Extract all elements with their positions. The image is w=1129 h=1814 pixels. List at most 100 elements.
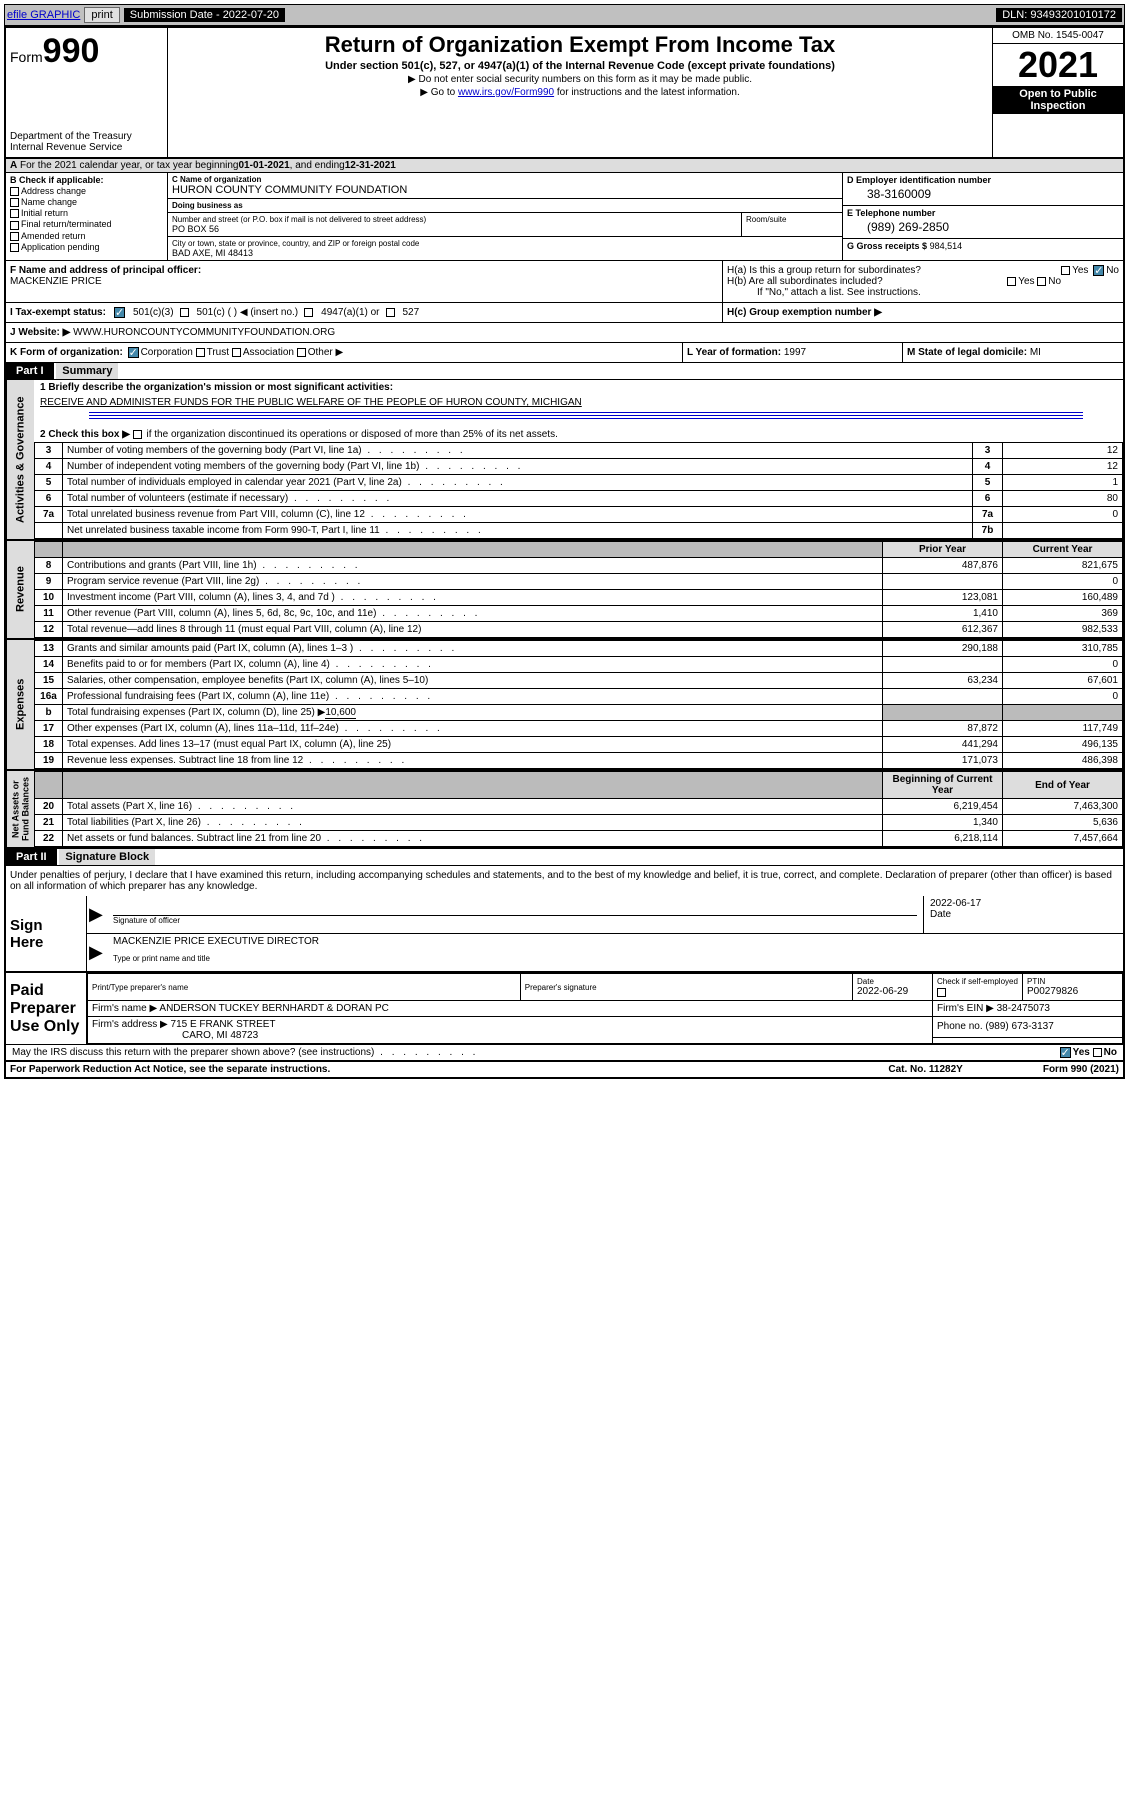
strip-revenue: Revenue bbox=[6, 541, 34, 638]
prep-ptin: P00279826 bbox=[1027, 986, 1078, 997]
sig-date-label: Date bbox=[930, 909, 1117, 920]
chk-discontinued[interactable] bbox=[133, 430, 142, 439]
chk-hb-no[interactable] bbox=[1037, 277, 1046, 286]
irs-link[interactable]: www.irs.gov/Form990 bbox=[458, 87, 554, 98]
chk-may-yes[interactable] bbox=[1060, 1047, 1071, 1058]
rev-hdr-d bbox=[63, 542, 883, 558]
chk-501c[interactable] bbox=[180, 308, 189, 317]
print-button[interactable]: print bbox=[84, 7, 119, 23]
net-n-22: 22 bbox=[35, 831, 63, 847]
form-title: Return of Organization Exempt From Incom… bbox=[172, 32, 988, 58]
row-a-label: A bbox=[10, 160, 17, 171]
may-discuss-text: May the IRS discuss this return with the… bbox=[12, 1047, 478, 1058]
rev-cy-10: 160,489 bbox=[1003, 590, 1123, 606]
prep-date: 2022-06-29 bbox=[857, 986, 908, 997]
gov-v-3: 12 bbox=[1003, 443, 1123, 459]
gov-k-6: 6 bbox=[973, 491, 1003, 507]
officer-name: MACKENZIE PRICE bbox=[10, 276, 102, 287]
gov-k-5: 5 bbox=[973, 475, 1003, 491]
net-d-20: Total assets (Part X, line 16) bbox=[63, 799, 883, 815]
exp-n-17: 17 bbox=[35, 721, 63, 737]
lbl-yes-2: Yes bbox=[1018, 276, 1034, 287]
prep-h2: Preparer's signature bbox=[520, 974, 852, 1001]
exp-d-19: Revenue less expenses. Subtract line 18 … bbox=[63, 753, 883, 769]
exp-d-15: Salaries, other compensation, employee b… bbox=[63, 673, 883, 689]
k-l-m-row: K Form of organization: Corporation Trus… bbox=[6, 343, 1123, 363]
gov-n-4: 4 bbox=[35, 459, 63, 475]
chk-ha-yes[interactable] bbox=[1061, 266, 1070, 275]
net-d-22: Net assets or fund balances. Subtract li… bbox=[63, 831, 883, 847]
dln: DLN: 93493201010172 bbox=[996, 8, 1122, 22]
chk-ha-no[interactable] bbox=[1093, 265, 1104, 276]
prep-h5: PTIN bbox=[1027, 977, 1118, 986]
chk-trust[interactable] bbox=[196, 348, 205, 357]
exp-cy-19: 486,398 bbox=[1003, 753, 1123, 769]
firm-ein-label: Firm's EIN ▶ bbox=[937, 1003, 994, 1014]
chk-may-no[interactable] bbox=[1093, 1048, 1102, 1057]
rev-d-12: Total revenue—add lines 8 through 11 (mu… bbox=[63, 622, 883, 638]
chk-4947[interactable] bbox=[304, 308, 313, 317]
mission-text: RECEIVE AND ADMINISTER FUNDS FOR THE PUB… bbox=[40, 397, 582, 408]
row-a-period: A For the 2021 calendar year, or tax yea… bbox=[6, 159, 1123, 173]
rev-n-10: 10 bbox=[35, 590, 63, 606]
addr-label: Number and street (or P.O. box if mail i… bbox=[172, 215, 737, 224]
website-value: WWW.HURONCOUNTYCOMMUNITYFOUNDATION.ORG bbox=[73, 327, 335, 338]
identity-grid: B Check if applicable: Address change Na… bbox=[6, 173, 1123, 261]
hdr-prior-year: Prior Year bbox=[883, 542, 1003, 558]
chk-other[interactable] bbox=[297, 348, 306, 357]
chk-corp[interactable] bbox=[128, 347, 139, 358]
form-990: Form990 Department of the Treasury Inter… bbox=[4, 26, 1125, 1079]
part-i-header: Part I Summary bbox=[6, 363, 1123, 380]
lbl-4947: 4947(a)(1) or bbox=[321, 307, 379, 318]
chk-address-change[interactable] bbox=[10, 187, 19, 196]
gov-n-3: 3 bbox=[35, 443, 63, 459]
ein-label: D Employer identification number bbox=[847, 175, 1119, 185]
lbl-501c: 501(c) ( ) ◀ (insert no.) bbox=[197, 307, 299, 318]
goto-pre: ▶ Go to bbox=[420, 87, 458, 98]
exp-d-16a: Professional fundraising fees (Part IX, … bbox=[63, 689, 883, 705]
gov-k-3: 3 bbox=[973, 443, 1003, 459]
firm-addr-label: Firm's address ▶ bbox=[92, 1019, 168, 1030]
chk-self-employed[interactable] bbox=[937, 988, 946, 997]
part-ii-title: Signature Block bbox=[59, 849, 155, 865]
exp-py-16b bbox=[883, 705, 1003, 721]
tel-value: (989) 269-2850 bbox=[847, 218, 1119, 236]
firm-ph-label: Phone no. bbox=[937, 1021, 983, 1032]
rev-cy-9: 0 bbox=[1003, 574, 1123, 590]
period-end: 12-31-2021 bbox=[345, 160, 396, 171]
sign-word: Sign bbox=[10, 917, 86, 934]
h-b-label: H(b) Are all subordinates included? bbox=[727, 276, 883, 287]
net-n-21: 21 bbox=[35, 815, 63, 831]
chk-assoc[interactable] bbox=[232, 348, 241, 357]
net-boy-20: 6,219,454 bbox=[883, 799, 1003, 815]
chk-527[interactable] bbox=[386, 308, 395, 317]
sig-date: 2022-06-17 bbox=[930, 898, 1117, 909]
chk-501c3[interactable] bbox=[114, 307, 125, 318]
gov-d-5: Total number of individuals employed in … bbox=[63, 475, 973, 491]
chk-amended-return[interactable] bbox=[10, 232, 19, 241]
gov-v-5: 1 bbox=[1003, 475, 1123, 491]
chk-initial-return[interactable] bbox=[10, 209, 19, 218]
rev-d-8: Contributions and grants (Part VIII, lin… bbox=[63, 558, 883, 574]
exp-cy-14: 0 bbox=[1003, 657, 1123, 673]
lbl-amended-return: Amended return bbox=[21, 231, 86, 241]
lbl-assoc: Association bbox=[243, 347, 294, 358]
form-page: Form 990 (2021) bbox=[1043, 1064, 1119, 1075]
toolbar: efile GRAPHIC print Submission Date - 20… bbox=[4, 4, 1125, 26]
officer-printed-name: MACKENZIE PRICE EXECUTIVE DIRECTOR bbox=[113, 936, 319, 947]
submission-date: Submission Date - 2022-07-20 bbox=[124, 8, 285, 22]
lbl-no: No bbox=[1106, 265, 1119, 276]
efile-link[interactable]: efile GRAPHIC bbox=[7, 9, 80, 21]
org-name-label: C Name of organization bbox=[172, 175, 838, 184]
exp-v-16b: 10,600 bbox=[325, 707, 356, 719]
chk-hb-yes[interactable] bbox=[1007, 277, 1016, 286]
rev-cy-11: 369 bbox=[1003, 606, 1123, 622]
signature-line[interactable] bbox=[113, 898, 917, 916]
chk-final-return[interactable] bbox=[10, 221, 19, 230]
chk-application-pending[interactable] bbox=[10, 243, 19, 252]
tax-status-row: I Tax-exempt status: 501(c)(3) 501(c) ( … bbox=[6, 303, 1123, 323]
signature-block: Under penalties of perjury, I declare th… bbox=[6, 866, 1123, 973]
website-row: J Website: ▶ WWW.HURONCOUNTYCOMMUNITYFOU… bbox=[6, 323, 1123, 343]
exp-py-15: 63,234 bbox=[883, 673, 1003, 689]
chk-name-change[interactable] bbox=[10, 198, 19, 207]
